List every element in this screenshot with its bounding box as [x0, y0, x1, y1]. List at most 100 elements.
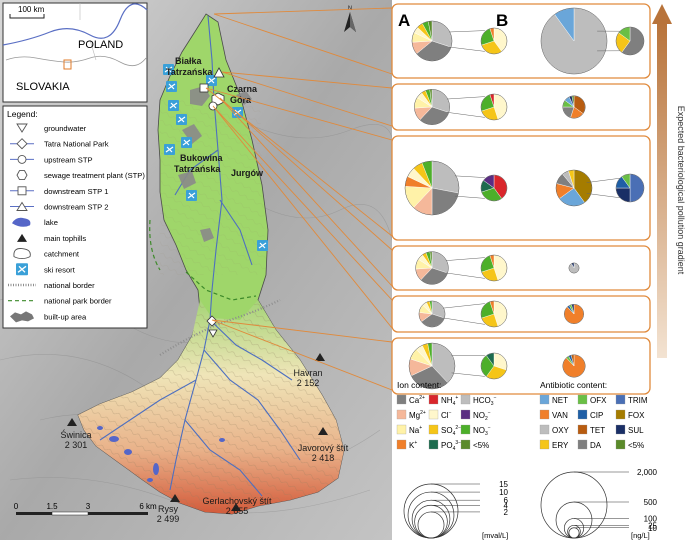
- ion-pie-2-slice-SO4: [421, 90, 433, 108]
- ab-pie-6-slice-TET: [570, 354, 575, 367]
- legend-label-0: groundwater: [44, 124, 87, 133]
- ion_legend-label-Cl: Cl−: [441, 410, 452, 420]
- ion_legend-size-label-4: 2: [504, 508, 509, 517]
- ion-pie-3-slice-HCO3: [431, 160, 460, 194]
- ion_legend-size-label-0: 15: [499, 480, 508, 489]
- legend-title: Legend:: [7, 109, 38, 119]
- ab-pie-1-slice-NET: [554, 7, 575, 42]
- ion-detail-1-slice-SO4: [481, 40, 502, 55]
- antibiotic_legend-swatch-alt5: [615, 439, 626, 450]
- antibiotic_legend-swatch-TRIM: [615, 394, 626, 405]
- ion-pie-6-slice-NO3: [427, 342, 433, 367]
- site-box-4: [391, 245, 651, 291]
- ion-detail-5-slice-Cl: [493, 300, 508, 327]
- ion-pie-1-slice-HCO3: [431, 20, 453, 48]
- ion-detail-2-slice-NH4: [489, 93, 495, 108]
- antibiotic_legend-label-VAN: VAN: [552, 411, 568, 420]
- legend-item-7: main tophills: [17, 233, 86, 243]
- ion-pie-2-slice-Ca: [419, 106, 450, 125]
- ion_legend-swatch-PO4: [428, 439, 439, 450]
- ion-pie-5-slice-Ca: [421, 313, 445, 328]
- inset-country-poland: POLAND: [78, 39, 123, 51]
- ion-pie-5-slice-Cl: [422, 301, 433, 315]
- label-czarna-1: Czarna: [227, 84, 258, 94]
- map-legend: Legend: groundwater Tatra National Park up…: [2, 105, 148, 329]
- ion_legend-item-K: K+: [396, 439, 417, 450]
- antibiotic_legend-swatch-NET: [539, 394, 550, 405]
- ab-pie-1: [540, 7, 608, 75]
- ion_legend-label-PO4: PO43−: [441, 440, 461, 452]
- catchment-icon: [13, 248, 31, 260]
- ion_legend-size-circle-3: [414, 504, 448, 539]
- ion-pie-1-slice-SO4: [417, 23, 433, 42]
- site-box-1: [391, 3, 651, 79]
- ion-pie-4-slice-Na: [415, 258, 433, 270]
- ion-pie-5-slice-SO4: [426, 300, 433, 315]
- site-row-1: [391, 3, 651, 79]
- peak-icon: [17, 233, 27, 242]
- ion-detail-3-slice-NO3: [481, 187, 502, 202]
- ab-pie-3-slice-FOX: [573, 169, 593, 203]
- ion-pie-5-slice-NO3: [429, 300, 433, 315]
- legend-item-0: groundwater: [16, 123, 87, 133]
- upstream-stp-marker: [208, 101, 218, 111]
- ab-pie-3: [555, 169, 593, 207]
- ab-pie-2-slice-VAN: [570, 106, 584, 119]
- legend-item-10: national border: [8, 281, 95, 290]
- ab-pie-6-slice-VAN: [562, 354, 586, 378]
- ion_legend-size-label-3: 4: [504, 501, 509, 510]
- ion-pie-1-slice-lt5: [428, 20, 433, 42]
- legend-item-4: downstream STP 1: [10, 186, 108, 196]
- ion-pie-2-slice-Na: [414, 97, 433, 109]
- antibiotic_legend-item-CIP: CIP: [577, 409, 603, 420]
- ion_legend-label-NO2: NO2−: [473, 410, 491, 422]
- ion-detail-3-slice-PO4: [480, 180, 495, 193]
- label-bialka-2: Tatrzańska: [166, 67, 213, 77]
- ion_legend-unit: [mval/L]: [482, 531, 508, 540]
- ab-detail-3: [615, 173, 645, 203]
- peak-javorovy-name: Javorový štít: [298, 443, 349, 453]
- ion-pie-4-slice-Cl: [417, 254, 433, 269]
- antibiotic_legend-swatch-SUL: [615, 424, 626, 435]
- ab-detail-3-slice-SUL: [615, 187, 631, 203]
- ion_legend-swatch-NO3: [460, 424, 471, 435]
- north-label: N: [348, 6, 352, 12]
- antibiotic_legend-swatch-OXY: [539, 424, 550, 435]
- ion_legend-label-NH4: NH4+: [441, 395, 458, 407]
- ion-pie-2-slice-Mg: [414, 106, 433, 121]
- ab-pie-5-slice-VAN: [564, 304, 584, 324]
- antibiotic_legend-size-label-1: 500: [644, 498, 658, 507]
- ion_legend-title: Ion content:: [397, 380, 441, 390]
- ion-pie-4: [415, 251, 449, 285]
- ion-pie-6-slice-Mg: [408, 358, 433, 377]
- site-row-6: [391, 337, 651, 395]
- site-row-2: [391, 83, 651, 131]
- inset-scale-label: 100 km: [18, 5, 45, 14]
- antibiotic_legend-label-CIP: CIP: [590, 411, 603, 420]
- ion-pie-2-slice-Cl: [416, 92, 433, 108]
- ion_legend-item-Cl: Cl−: [428, 409, 452, 420]
- ion-pie-6-slice-SO4: [421, 343, 433, 367]
- antibiotic_legend-item-VAN: VAN: [539, 409, 568, 420]
- ab-pie-3-slice-NET: [559, 187, 585, 207]
- catchment-map: Białka Tatrzańska Czarna Góra Bukowina T…: [0, 0, 392, 540]
- antibiotic_legend-item-DA: DA: [577, 439, 602, 450]
- ion_legend-item-PO4: PO43−: [428, 439, 461, 452]
- ion-pie-3-slice-SO4: [413, 162, 433, 189]
- ion_legend-size-circle-4: [417, 511, 445, 539]
- peak-rysy-elev: 2 499: [157, 514, 180, 524]
- ion-pie-6-slice-Ca: [410, 365, 449, 390]
- antibiotic_legend-label-TET: TET: [590, 426, 605, 435]
- scale-tick-3: 6 km: [139, 502, 157, 511]
- ab-detail-3-slice-OFX: [621, 173, 631, 189]
- ion_legend-size-label-1: 10: [499, 488, 508, 497]
- ab-pie-5: [564, 304, 584, 324]
- site-row-3: [391, 135, 651, 241]
- ion-pie-1-slice-NO3: [422, 21, 433, 42]
- peak-swinica-name: Świnica: [60, 429, 91, 440]
- ion_legend-item-lt5: <5%: [460, 439, 489, 450]
- antibiotic_legend-item-TRIM: TRIM: [615, 394, 648, 405]
- ion-pie-6-slice-HCO3: [431, 342, 456, 384]
- legend-label-1: Tatra National Park: [44, 140, 109, 149]
- ab-pie-3-slice-VAN: [555, 183, 575, 199]
